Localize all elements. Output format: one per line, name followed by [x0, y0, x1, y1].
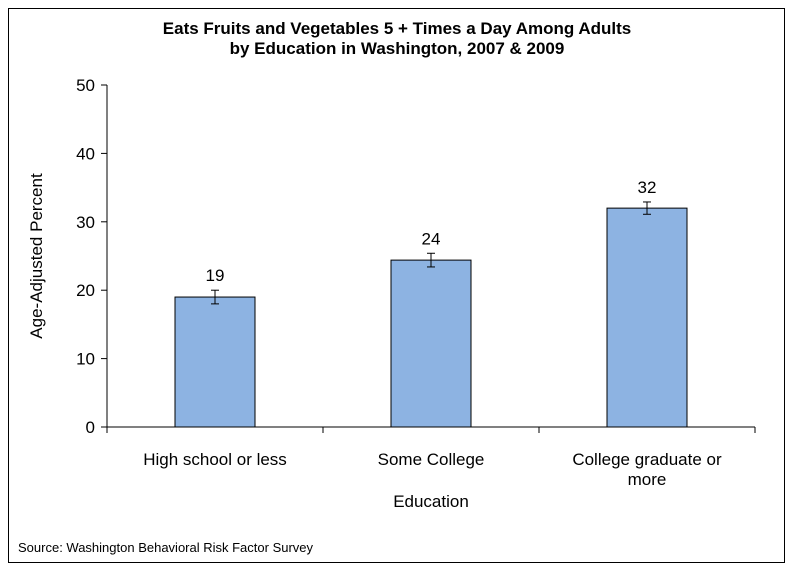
y-tick-label: 20 — [76, 281, 95, 300]
labels: 19 High school or less 24 Some College 32 Col… — [143, 178, 722, 489]
x-tick-label: more — [628, 470, 667, 489]
y-axis-title: Age-Adjusted Percent — [27, 173, 46, 339]
chart-title-line: Eats Fruits and Vegetables 5 + Times a D… — [163, 19, 631, 38]
x-tick-label: College graduate or — [572, 450, 722, 469]
y-tick-label: 30 — [76, 213, 95, 232]
source-note: Source: Washington Behavioral Risk Facto… — [18, 540, 314, 555]
chart-title-line: by Education in Washington, 2007 & 2009 — [230, 39, 565, 58]
x-axis-title: Education — [393, 492, 469, 511]
bar — [606, 207, 688, 428]
y-tick-label: 40 — [76, 144, 95, 163]
x-tick-label: High school or less — [143, 450, 287, 469]
bars — [174, 201, 688, 428]
bar — [174, 296, 256, 428]
data-label: 32 — [638, 178, 657, 197]
y-tick-label: 50 — [76, 76, 95, 95]
y-tick-label: 10 — [76, 350, 95, 369]
y-tick-label: 0 — [86, 418, 95, 437]
x-tick-label: Some College — [378, 450, 485, 469]
chart-title: Eats Fruits and Vegetables 5 + Times a D… — [163, 19, 631, 58]
bar — [390, 259, 472, 428]
data-label: 24 — [422, 229, 441, 248]
data-label: 19 — [206, 266, 225, 285]
